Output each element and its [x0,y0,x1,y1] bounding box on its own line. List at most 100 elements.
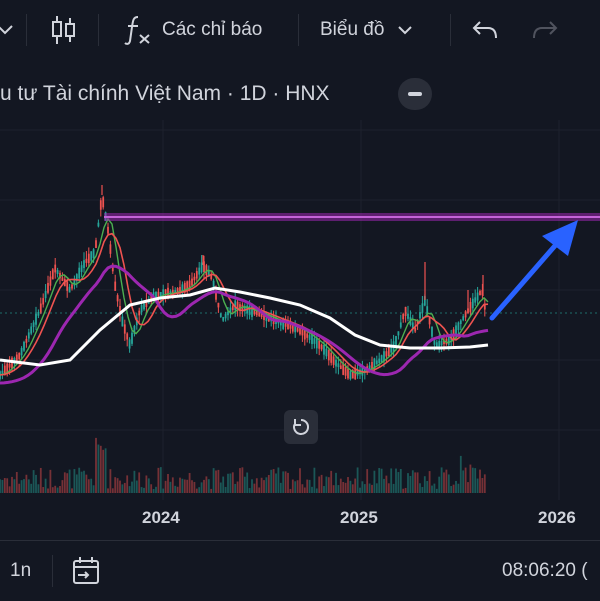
volume-bar [42,487,45,493]
volume-bar [404,487,407,493]
candle-body [145,300,148,307]
volume-bar [51,487,54,493]
candle-body [347,368,349,379]
volume-bar [315,488,318,493]
candles-icon[interactable] [50,0,80,60]
candle-body [90,251,93,261]
candle-body [457,322,460,331]
volume-bar [239,468,241,493]
candle-body [234,300,237,311]
chevron-down-icon[interactable] [0,0,18,60]
volume-bar [39,467,42,493]
volume-bar [174,485,177,493]
volume-bar [433,483,436,493]
volume-bar [188,472,191,493]
candle-body [193,276,196,281]
volume-bar [210,488,213,493]
volume-bar [78,467,81,493]
candle-body [54,264,57,273]
volume-bar [71,488,73,493]
volume-bar [330,470,333,493]
candle-body [387,346,390,357]
volume-bar [80,471,83,493]
volume-bar [419,483,421,493]
candle-body [479,290,481,296]
volume-bar [107,488,109,493]
volume-bar [234,483,237,493]
redo-icon[interactable] [532,0,562,60]
candle-body [3,365,6,376]
volume-bar [246,472,249,493]
volume-bar [224,486,227,493]
chart-menu-button[interactable]: Biểu đồ [320,0,430,60]
volume-bar [359,487,361,493]
candle-body [15,354,18,363]
candle-body [109,244,112,254]
candle-body [383,351,385,362]
candle-body [299,326,301,335]
volume-bar [200,482,203,493]
candle-body [8,363,11,368]
candle-body [464,311,467,318]
candle-body [253,309,256,315]
volume-bar [116,478,119,493]
candle-body [248,305,251,316]
volume-bar [476,478,479,493]
candle-body [318,340,321,349]
candle-body [219,313,222,317]
volume-bar [313,467,316,493]
candle-body [32,322,35,327]
candle-body [114,281,117,291]
calendar-icon[interactable] [70,541,102,601]
candle-body [210,274,213,280]
volume-bar [481,478,484,493]
volume-bar [97,444,100,493]
volume-bar [159,467,162,493]
chart-menu-label: Biểu đồ [320,19,385,40]
volume-bar [291,479,294,493]
candle-body [87,253,90,264]
top-toolbar: Các chỉ báo Biểu đồ [0,0,600,60]
candle-body [42,298,45,305]
range-button[interactable]: 1n [10,541,31,601]
candle-body [296,327,299,332]
volume-bar [164,480,167,493]
volume-bar [37,484,40,493]
volume-bar [61,480,64,493]
candle-body [354,367,357,380]
undo-icon[interactable] [472,0,502,60]
candle-body [431,326,433,337]
volume-bar [368,483,371,493]
volume-bar [49,469,52,493]
candle-body [61,277,64,281]
candle-body [227,311,229,316]
candle-body [97,222,100,227]
volume-bar [255,478,258,493]
collapse-legend-button[interactable] [398,78,432,110]
toolbar-divider [98,14,99,46]
candle-body [438,341,441,347]
x-axis-label: 2025 [340,508,378,527]
volume-bar [450,486,453,493]
volume-bar [217,469,220,493]
volume-bar [431,485,433,493]
volume-bar [426,480,429,493]
reset-chart-button[interactable] [284,410,318,444]
candle-body [143,303,145,310]
candle-body [66,281,69,291]
candle-body [313,338,316,344]
drawings [104,213,600,321]
volume-bar [383,478,385,493]
price-chart[interactable] [0,120,600,500]
candle-body [330,353,333,363]
volume-bar [138,472,141,493]
candle-body [27,332,30,339]
volume-bar [455,480,457,493]
candle-body [443,340,445,345]
indicators-button[interactable]: Các chỉ báo [124,0,292,60]
candle-body [260,312,263,318]
volume-bar [258,487,261,493]
volume-bar [469,464,472,493]
volume-bar [63,472,66,493]
candle-body [371,361,373,370]
